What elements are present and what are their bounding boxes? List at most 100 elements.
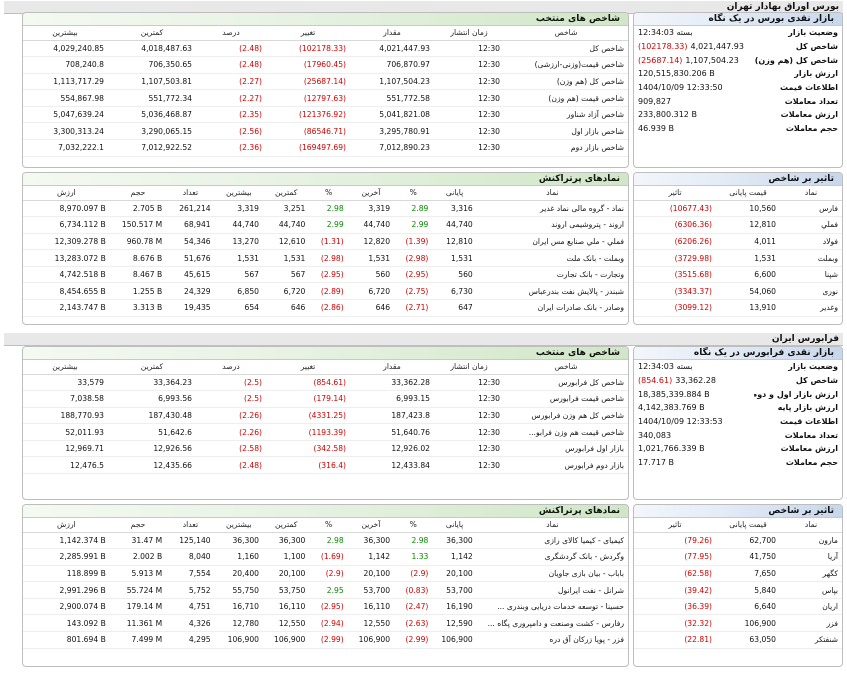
table-row[interactable]: بازار اول فرابورس 12:30 12,926.02 (342.58)(… (23, 440, 628, 458)
tse-active-panel: نمادهای پرتراکنش نماد پایانی% آخرین% کمترین… (22, 172, 629, 325)
table-row[interactable]: بپاس 5,840 (39.42) (634, 581, 842, 599)
value-cell: 646 (347, 299, 395, 317)
value-cell: (2.9) (309, 565, 348, 583)
column-header: تاثیر (634, 518, 716, 533)
value-cell: 12,810 (716, 216, 780, 234)
symbol-cell: شنفتکر (780, 631, 842, 649)
value-cell: 12,476.5 (23, 456, 108, 475)
table-row[interactable]: نوری 54,060 (3343.37) (634, 282, 842, 301)
value-cell: 560 (432, 266, 477, 284)
table-row[interactable]: وصادر - بانک صادرات ايران 647 (2.71) 646 (2.… (23, 299, 628, 317)
value-cell: 2.99 (309, 216, 348, 234)
table-row[interactable]: نماد - گروه مالی نماد غدیر 3,316 2.89 3,319… (23, 200, 628, 218)
stat-row: ارزش بازار اول و دوم 18,385,339.884 B (634, 387, 842, 401)
table-row[interactable]: شاخص آزاد شناور 12:30 5,041,821.08 (121376.… (23, 106, 628, 124)
value-cell: (2.89) (309, 282, 348, 301)
table-row[interactable]: شاخص بازار اول 12:30 3,295,780.91 (86546.71… (23, 122, 628, 141)
table-row[interactable]: فملي - ملي صنايع مس ايران 12,810 (1.39) 12,… (23, 233, 628, 251)
table-row[interactable]: اروند - پتروشیمی اروند 44,740 2.99 44,740 2.… (23, 216, 628, 234)
value-cell: 1,531 (347, 249, 395, 267)
value-cell: 12,435.66 (108, 456, 196, 475)
table-row[interactable]: کیمیای - کیمیا کالای رازی 36,300 2.98 36,30… (23, 532, 628, 550)
table-row[interactable]: وتجارت - بانک تجارت 560 (2.95) 560 (2.95) 567… (23, 266, 628, 284)
table-row[interactable]: مارون 62,700 (79.26) (634, 532, 842, 550)
table-row[interactable]: شاخص کل (هم وزن) 12:30 1,107,504.23 (25687.… (23, 73, 628, 91)
stat-row: شاخص کل (هم وزن) (25687.14) 1,107,504.23 (634, 53, 842, 67)
stat-value-cell: 1404/10/09 12:33:50 (634, 81, 754, 95)
value-cell: 24,329 (166, 282, 215, 301)
table-row[interactable]: فارس 10,560 (10677.43) (634, 200, 842, 218)
symbol-cell: وبملت - بانک ملت (476, 249, 628, 267)
value-cell: 5,041,821.08 (350, 106, 434, 124)
value-cell: (1.39) (394, 233, 433, 251)
symbol-cell: بازار دوم فرابورس (504, 456, 628, 475)
column-header: نماد (780, 186, 842, 201)
table-row[interactable]: شپنا 6,600 (3515.68) (634, 266, 842, 284)
table-row[interactable]: شاخص قیمت هم وزن فرابو... 12:30 51,640.76(… (23, 423, 628, 441)
table-row[interactable]: شبندر - پالايش نفت بندرعباس 6,730 (2.75) 6,… (23, 282, 628, 301)
stat-label: ارزش بازار (794, 69, 838, 79)
table-row[interactable]: کگهر 7,650 (62.58) (634, 565, 842, 583)
value-cell: (3515.68) (634, 266, 716, 284)
header-row: شاخص زمان انتشار مقدار تغییر درصد کمترین بیشتر… (23, 360, 628, 375)
stat-value-cell: 17.717 B (634, 456, 754, 470)
value-cell: (2.98) (394, 249, 433, 267)
table-row[interactable]: وگردش - بانک گردشگری 1,142 1.33 1,142 (1.69)… (23, 548, 628, 566)
table-row[interactable]: شرانل - نفت ایرانول 53,700 (0.83) 53,700 2.9… (23, 581, 628, 599)
column-header: بیشترین (23, 360, 108, 375)
stat-row: ارزش معاملات 233,800.312 B (634, 108, 842, 122)
stat-value: 17.717 B (638, 458, 675, 468)
stat-change: (102178.33) (638, 42, 688, 52)
table-row[interactable]: بازار دوم فرابورس 12:30 12,433.84 (316.4) (2… (23, 456, 628, 475)
table-row[interactable]: فزر - پویا زرکان آق دره 106,900 (2.99) 106,… (23, 631, 628, 649)
value-cell: (2.5) (196, 390, 266, 408)
value-cell: 44,740 (263, 216, 310, 234)
table-row[interactable]: شاخص کل 12:30 4,021,447.93 (102178.33) (2.48… (23, 40, 628, 58)
value-cell: 179.14 M (109, 598, 167, 616)
stat-row: شاخص کل (102178.33) 4,021,447.93 (634, 40, 842, 54)
table-row[interactable]: فولاد 4,011 (6206.26) (634, 233, 842, 251)
table-row[interactable]: آريا 41,750 (77.95) (634, 548, 842, 566)
value-cell: (2.48) (196, 56, 266, 74)
value-cell: 1,107,503.81 (108, 73, 196, 91)
value-cell: (86546.71) (266, 122, 350, 141)
value-cell: (22.81) (634, 631, 716, 649)
symbol-cell: شبندر - پالايش نفت بندرعباس (476, 282, 628, 301)
table-row[interactable]: حسینا - توسعه خدمات دریایی وبندری ... 16,… (23, 598, 628, 616)
table-row[interactable]: اريان 6,640 (36.39) (634, 598, 842, 616)
value-cell: 4,326 (166, 614, 215, 633)
table-row[interactable]: شاخص کل فرابورس 12:30 33,362.28 (854.61) (2.… (23, 374, 628, 392)
ifb-active-panel: نمادهای پرتراکنش نماد پایانی% آخرین% کمترین… (22, 504, 629, 667)
value-cell: 36,300 (263, 532, 310, 550)
stat-row: اطلاعات قیمت 1404/10/09 12:33:50 (634, 81, 842, 95)
column-header: حجم (109, 518, 167, 533)
table-row[interactable]: وغدير 13,910 (3099.12) (634, 299, 842, 317)
stat-label: ارزش معاملات (780, 110, 838, 120)
value-cell: 567 (214, 266, 264, 284)
value-cell: 6,720 (263, 282, 310, 301)
stat-value: 120,515,830.206 B (638, 69, 715, 79)
value-cell: 3,300,313.24 (23, 122, 108, 141)
stat-row: شاخص کل (854.61) 33,362.28 (634, 374, 842, 388)
table-row[interactable]: شاخص بازار دوم 12:30 7,012,890.23 (169497.6… (23, 139, 628, 157)
table-row[interactable]: فملي 12,810 (6306.36) (634, 216, 842, 234)
value-cell: 1.33 (394, 548, 433, 566)
tse-impact-title: تاثیر بر شاخص (634, 173, 842, 186)
table-row[interactable]: شاخص قیمت فرابورس 12:30 6,993.15 (179.14) (2… (23, 390, 628, 408)
symbol-cell: شاخص قیمت(وزنی-ارزشی) (504, 56, 628, 74)
value-cell: 143.092 B (23, 614, 110, 633)
table-row[interactable]: باباب - بیان بازی جاویان 20,100 (2.9) 20,10… (23, 565, 628, 583)
table-row[interactable]: شنفتکر 63,050 (22.81) (634, 631, 842, 649)
table-row[interactable]: شاخص کل هم وزن فرابورس 12:30 187,423.8 (433… (23, 407, 628, 425)
table-row[interactable]: شاخص قیمت (هم وزن) 12:30 551,772.58 (12797.… (23, 89, 628, 107)
column-header: کمترین (108, 26, 196, 41)
table-row[interactable]: وبملت 1,531 (3729.98) (634, 249, 842, 267)
table-row[interactable]: رفارس - کشت وصنعت و دامپروری پگاه ... 12,… (23, 614, 628, 633)
symbol-cell: شاخص کل فرابورس (504, 374, 628, 392)
value-cell: 13,283.072 B (23, 249, 110, 267)
stat-value-cell: (102178.33) 4,021,447.93 (634, 40, 754, 54)
value-cell: 1,531 (716, 249, 780, 267)
table-row[interactable]: وبملت - بانک ملت 1,531 (2.98) 1,531 (2.98) 1,… (23, 249, 628, 267)
table-row[interactable]: فزر 106,900 (32.32) (634, 614, 842, 633)
table-row[interactable]: شاخص قیمت(وزنی-ارزشی) 12:30 706,870.97 (179… (23, 56, 628, 74)
